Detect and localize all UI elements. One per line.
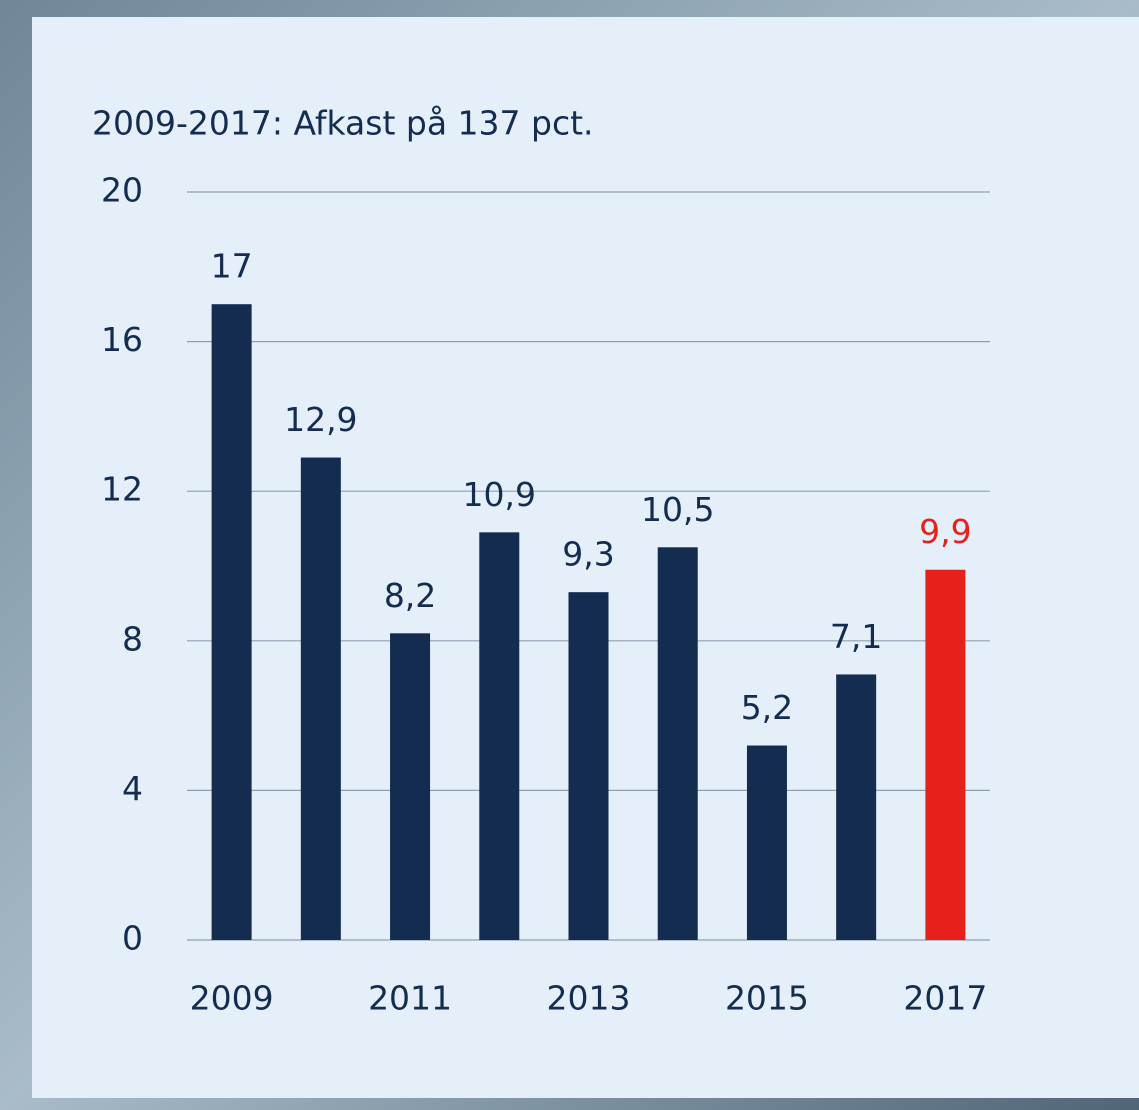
value-label: 8,2 xyxy=(384,576,436,615)
value-label: 17 xyxy=(211,247,253,286)
x-tick-label: 2011 xyxy=(368,979,452,1018)
value-label: 10,5 xyxy=(641,490,714,529)
value-label: 7,1 xyxy=(830,617,882,656)
y-tick-label: 12 xyxy=(101,470,143,509)
x-tick-label: 2009 xyxy=(190,979,274,1018)
y-tick-label: 16 xyxy=(101,320,143,359)
x-tick-label: 2017 xyxy=(903,979,987,1018)
y-tick-label: 4 xyxy=(122,769,143,808)
bar xyxy=(925,569,966,940)
bar xyxy=(657,547,698,940)
bar xyxy=(836,674,877,940)
bar xyxy=(211,304,252,940)
value-label: 9,9 xyxy=(919,512,971,551)
y-tick-label: 0 xyxy=(122,919,143,958)
bar xyxy=(479,532,520,940)
bar xyxy=(568,592,609,940)
chart-title: 2009-2017: Afkast på 137 pct. xyxy=(92,104,594,143)
bar xyxy=(746,745,787,940)
y-tick-label: 20 xyxy=(101,171,143,210)
y-tick-label: 8 xyxy=(122,619,143,658)
value-label: 5,2 xyxy=(741,688,793,727)
x-tick-label: 2013 xyxy=(547,979,631,1018)
bar xyxy=(300,457,341,940)
value-label: 10,9 xyxy=(463,475,536,514)
value-label: 9,3 xyxy=(562,535,614,574)
bar xyxy=(390,633,431,940)
value-label: 12,9 xyxy=(284,400,357,439)
x-tick-label: 2015 xyxy=(725,979,809,1018)
